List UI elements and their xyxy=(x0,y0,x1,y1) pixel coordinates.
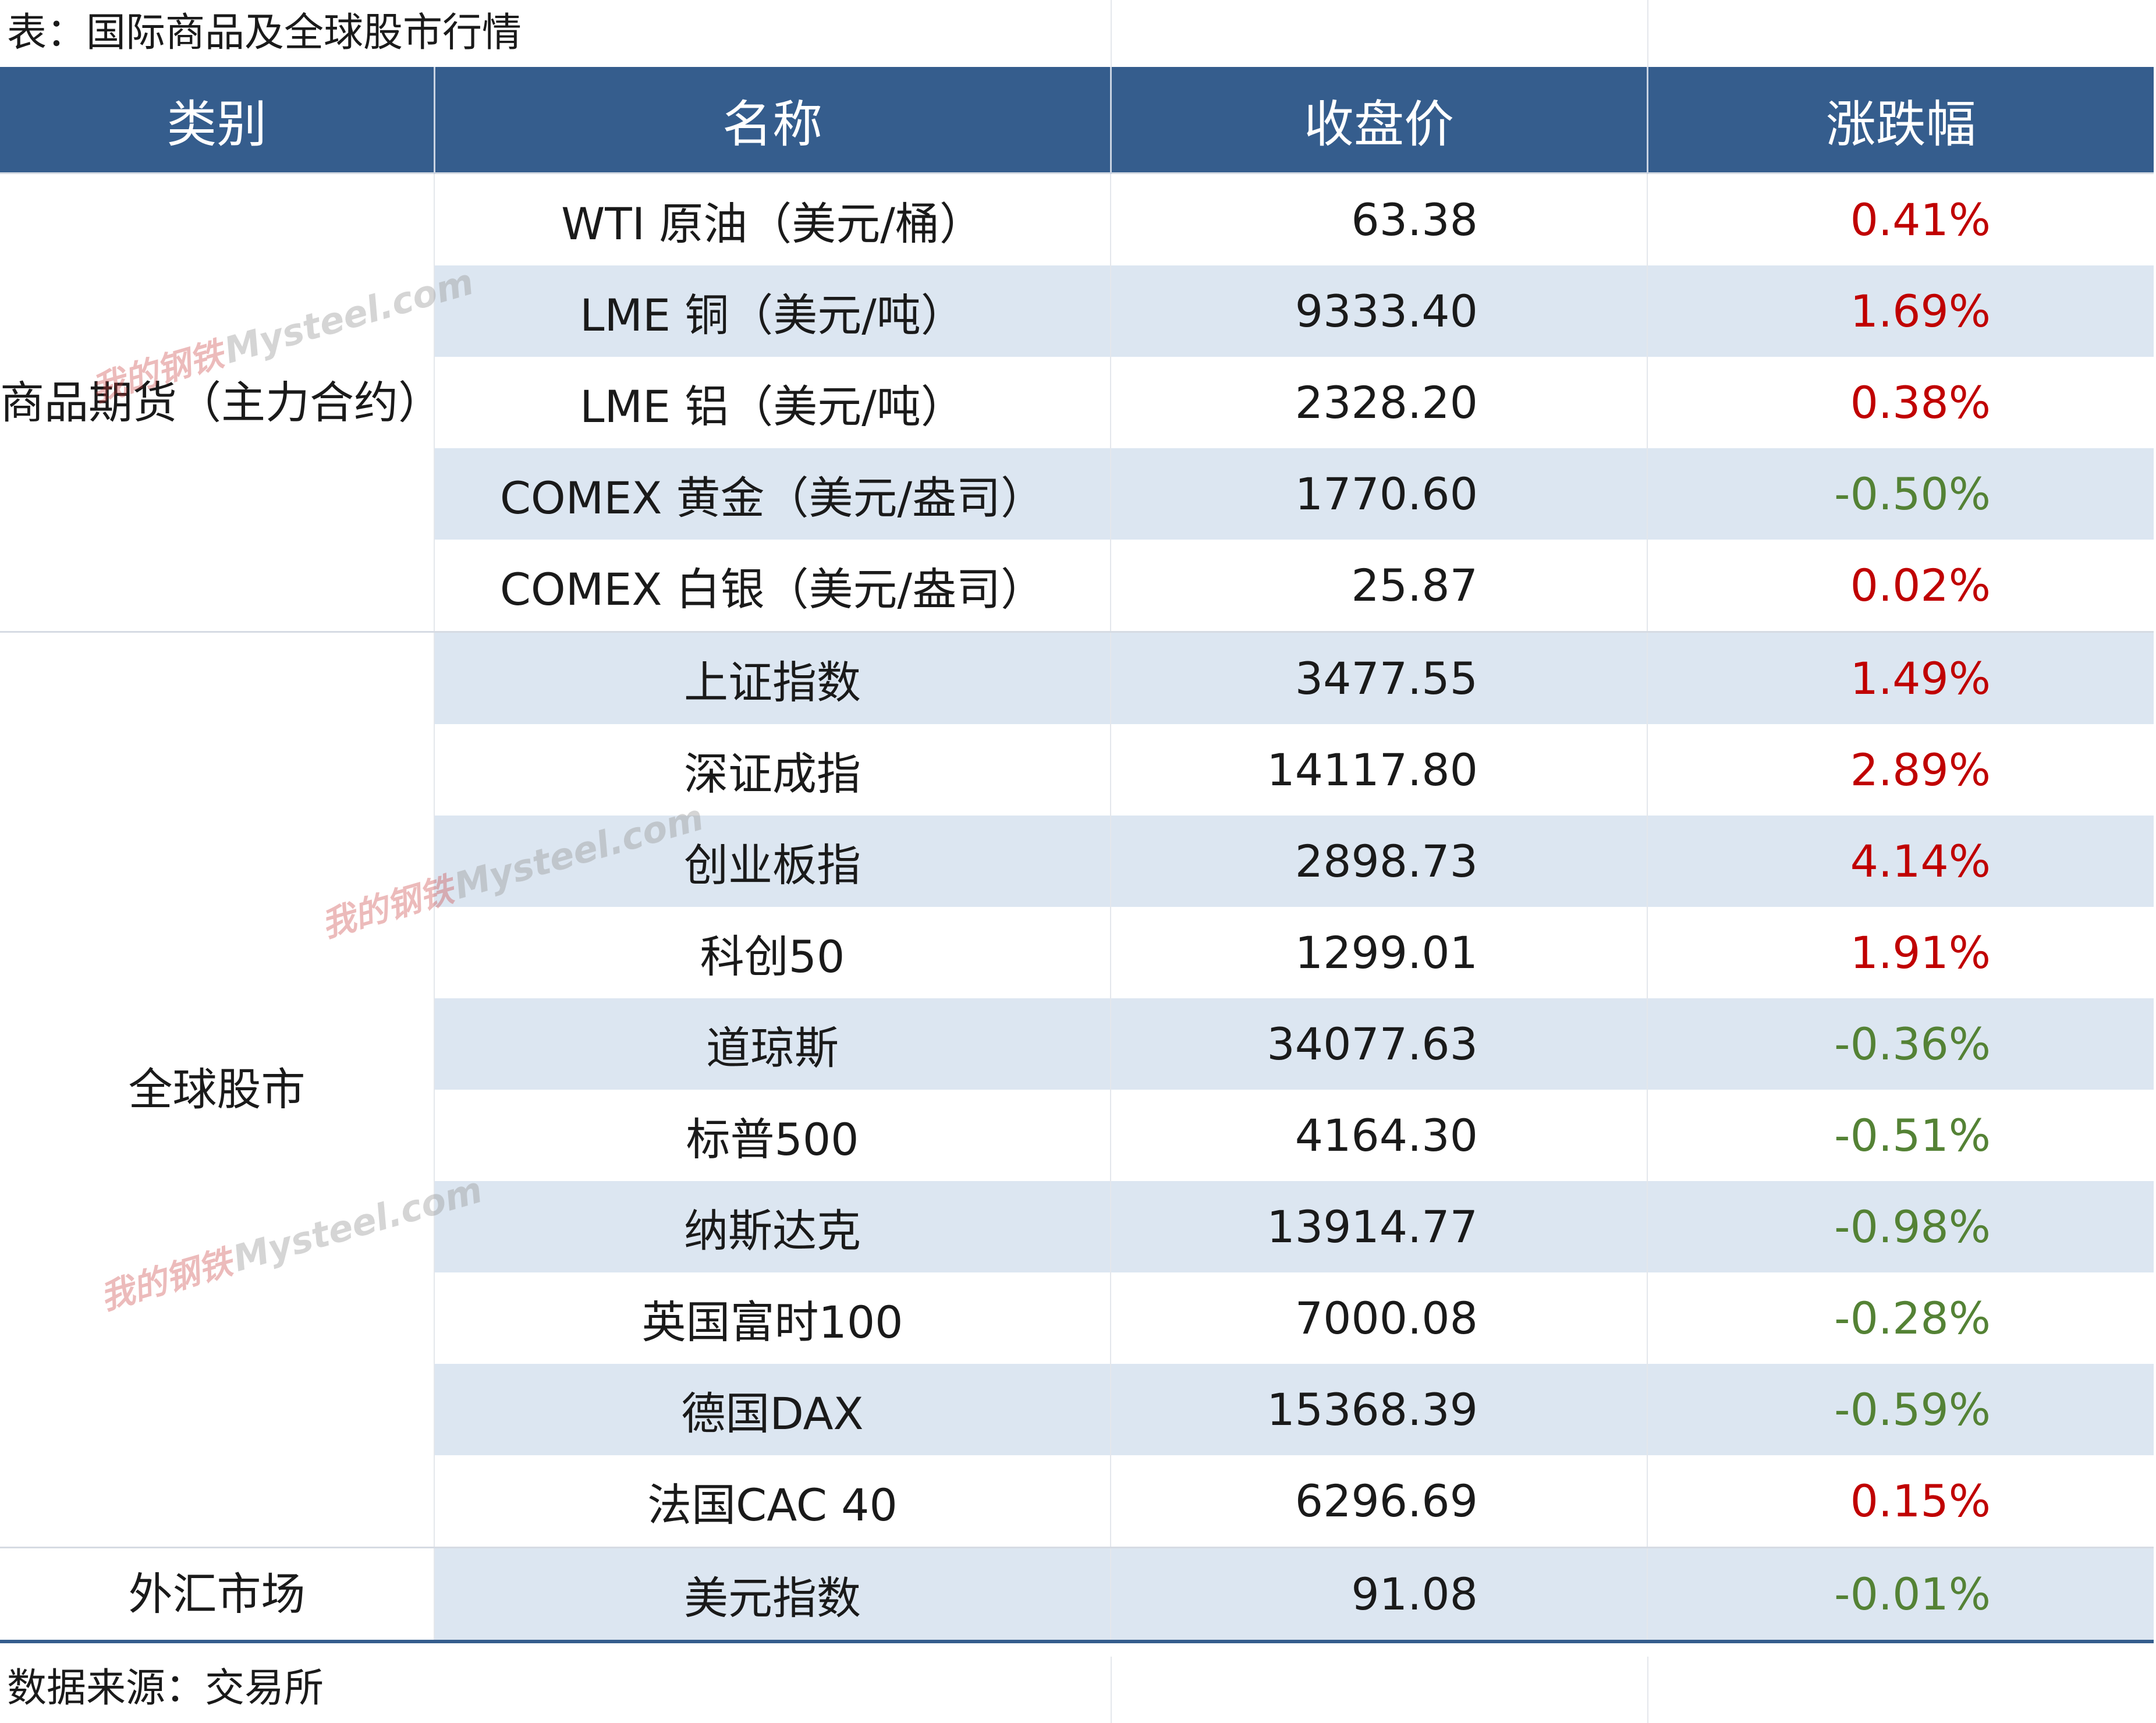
header-change: 涨跌幅 xyxy=(1647,67,2154,173)
table-row: COMEX 白银（美元/盎司） 25.87 0.02% xyxy=(0,540,2154,632)
header-row: 类别 名称 收盘价 涨跌幅 xyxy=(0,67,2154,173)
table-row: 德国DAX 15368.39 -0.59% xyxy=(0,1364,2154,1455)
name-cell: LME 铝（美元/吨） xyxy=(434,357,1111,448)
grid-line-top xyxy=(1111,0,1112,67)
name-cell: 标普500 xyxy=(434,1090,1111,1181)
close-price-cell: 7000.08 xyxy=(1111,1272,1648,1364)
market-table: 类别 名称 收盘价 涨跌幅 商品期货（主力合约） WTI 原油（美元/桶） 63.3… xyxy=(0,67,2154,1643)
name-cell: 德国DAX xyxy=(434,1364,1111,1455)
table-row: 深证成指 14117.80 2.89% xyxy=(0,724,2154,816)
table-caption: 表：国际商品及全球股市行情 xyxy=(7,10,522,56)
change-cell: -0.59% xyxy=(1647,1364,2154,1455)
grid-line-bottom xyxy=(1647,1657,1648,1723)
table-row: 英国富时100 7000.08 -0.28% xyxy=(0,1272,2154,1364)
grid-line-top xyxy=(1647,0,1648,67)
grid-line-bottom xyxy=(1111,1657,1112,1723)
table-row: 科创50 1299.01 1.91% xyxy=(0,907,2154,998)
table-row: 道琼斯 34077.63 -0.36% xyxy=(0,998,2154,1090)
table-row: LME 铝（美元/吨） 2328.20 0.38% xyxy=(0,357,2154,448)
name-cell: 创业板指 xyxy=(434,816,1111,907)
change-cell: 0.15% xyxy=(1647,1455,2154,1548)
change-cell: 1.49% xyxy=(1647,631,2154,724)
name-cell: 美元指数 xyxy=(434,1547,1111,1643)
change-cell: -0.50% xyxy=(1647,448,2154,540)
table-row: 商品期货（主力合约） WTI 原油（美元/桶） 63.38 0.41% xyxy=(0,172,2154,632)
close-price-cell: 1299.01 xyxy=(1111,907,1648,998)
change-cell: 0.41% xyxy=(1647,172,2154,265)
close-price-cell: 6296.69 xyxy=(1111,1455,1648,1548)
close-price-cell: 91.08 xyxy=(1111,1547,1648,1643)
change-cell: -0.28% xyxy=(1647,1272,2154,1364)
name-cell: 英国富时100 xyxy=(434,1272,1111,1364)
change-cell: 0.38% xyxy=(1647,357,2154,448)
close-price-cell: 1770.60 xyxy=(1111,448,1648,540)
close-price-cell: 3477.55 xyxy=(1111,631,1648,724)
change-cell: -0.01% xyxy=(1647,1547,2154,1643)
change-cell: 1.69% xyxy=(1647,265,2154,357)
name-cell: COMEX 黄金（美元/盎司） xyxy=(434,448,1111,540)
change-cell: -0.51% xyxy=(1647,1090,2154,1181)
table-row: COMEX 黄金（美元/盎司） 1770.60 -0.50% xyxy=(0,448,2154,540)
name-cell: 科创50 xyxy=(434,907,1111,998)
close-price-cell: 14117.80 xyxy=(1111,724,1648,816)
header-close: 收盘价 xyxy=(1111,67,1648,173)
category-cell: 外汇市场 xyxy=(0,1547,435,1643)
category-cell: 商品期货（主力合约） xyxy=(0,172,442,632)
change-cell: 4.14% xyxy=(1647,816,2154,907)
table-row: 外汇市场 美元指数 91.08 -0.01% xyxy=(0,1547,2154,1643)
table-row: 创业板指 2898.73 4.14% xyxy=(0,816,2154,907)
table-row: 标普500 4164.30 -0.51% xyxy=(0,1090,2154,1181)
name-cell: 上证指数 xyxy=(434,631,1111,724)
close-price-cell: 34077.63 xyxy=(1111,998,1648,1090)
close-price-cell: 25.87 xyxy=(1111,540,1648,632)
close-price-cell: 63.38 xyxy=(1111,172,1648,265)
name-cell: WTI 原油（美元/桶） xyxy=(434,172,1111,265)
name-cell: 法国CAC 40 xyxy=(434,1455,1111,1548)
name-cell: 道琼斯 xyxy=(434,998,1111,1090)
name-cell: 纳斯达克 xyxy=(434,1181,1111,1272)
name-cell: LME 铜（美元/吨） xyxy=(434,265,1111,357)
table-body: 商品期货（主力合约） WTI 原油（美元/桶） 63.38 0.41% LME 铜（美元… xyxy=(0,172,2154,1643)
close-price-cell: 13914.77 xyxy=(1111,1181,1648,1272)
data-source: 数据来源：交易所 xyxy=(7,1665,324,1711)
change-cell: -0.98% xyxy=(1647,1181,2154,1272)
change-cell: 2.89% xyxy=(1647,724,2154,816)
header-name: 名称 xyxy=(434,67,1112,173)
table-row: LME 铜（美元/吨） 9333.40 1.69% xyxy=(0,265,2154,357)
category-cell: 全球股市 xyxy=(0,631,435,1548)
close-price-cell: 2328.20 xyxy=(1111,357,1648,448)
close-price-cell: 9333.40 xyxy=(1111,265,1648,357)
name-cell: COMEX 白银（美元/盎司） xyxy=(434,540,1111,632)
change-cell: 1.91% xyxy=(1647,907,2154,998)
close-price-cell: 2898.73 xyxy=(1111,816,1648,907)
close-price-cell: 4164.30 xyxy=(1111,1090,1648,1181)
change-cell: -0.36% xyxy=(1647,998,2154,1090)
table-row: 全球股市 上证指数 3477.55 1.49% xyxy=(0,631,2154,1548)
name-cell: 深证成指 xyxy=(434,724,1111,816)
close-price-cell: 15368.39 xyxy=(1111,1364,1648,1455)
table-row: 纳斯达克 13914.77 -0.98% xyxy=(0,1181,2154,1272)
table-row: 法国CAC 40 6296.69 0.15% xyxy=(0,1455,2154,1548)
header-category: 类别 xyxy=(0,67,435,173)
change-cell: 0.02% xyxy=(1647,540,2154,632)
